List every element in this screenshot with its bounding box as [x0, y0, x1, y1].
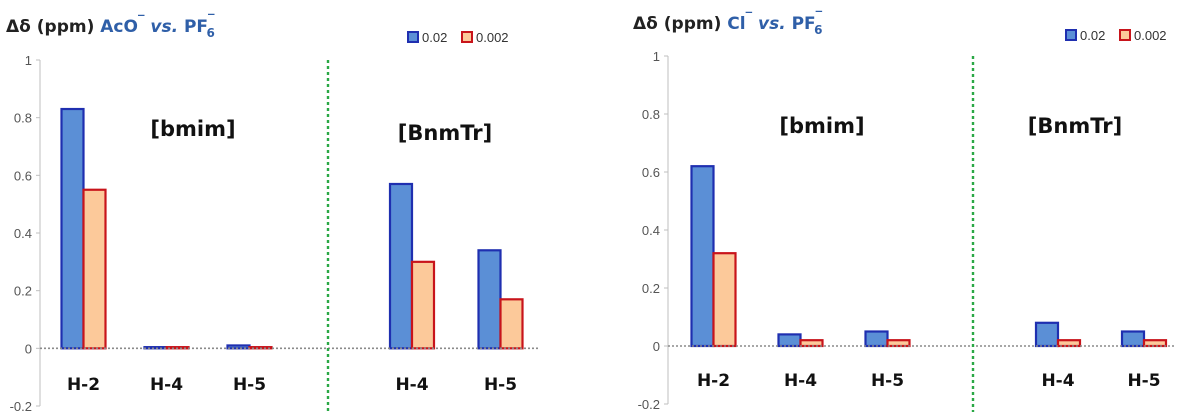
chart-title-part: Cl — [727, 14, 745, 34]
y-tick-label: 0.4 — [14, 226, 32, 241]
chart-chloride-vs-pf6: Δδ (ppm) Cl‾ vs. PF‾ 6-0.200.20.40.60.81H… — [633, 10, 1175, 412]
legend-swatch-0.02 — [1065, 29, 1077, 41]
bar-h-5-0.002 — [1142, 339, 1168, 348]
group-label-bnmtr: [BnmTr] — [398, 121, 492, 145]
legend-swatch-0.002 — [461, 31, 473, 43]
chart-title-part: PF — [792, 14, 816, 34]
y-tick-label: 0 — [25, 341, 32, 356]
chart-title-part: ‾ — [138, 14, 145, 29]
chart-title-part: ‾ — [746, 11, 753, 26]
bar-h-5-0.002 — [499, 298, 524, 350]
chart-title: Δδ (ppm) Cl‾ vs. PF‾ 6 — [633, 10, 823, 37]
x-category-label: H-4 — [150, 375, 183, 395]
bar-h-4-0.002 — [1056, 339, 1082, 348]
y-tick-label: 1 — [25, 53, 32, 68]
y-tick-label: 0.2 — [642, 281, 660, 296]
legend-label: 0.02 — [422, 30, 447, 45]
chart-title-part: AcO — [100, 17, 138, 37]
legend-swatch-0.002 — [1119, 29, 1131, 41]
bar-h-5-0.02 — [226, 344, 251, 350]
chart-title-part: PF — [184, 17, 208, 37]
y-tick-label: 0.8 — [14, 111, 32, 126]
y-tick-label: 0.2 — [14, 284, 32, 299]
group-label-bmim: [bmim] — [150, 117, 235, 141]
bar-h-4-0.02 — [1034, 321, 1060, 348]
bar-h-5-0.02 — [477, 249, 502, 350]
chart-title-part: vs. — [758, 14, 786, 34]
x-category-label: H-4 — [395, 375, 428, 395]
chart-title-part: Δδ (ppm) — [633, 14, 727, 34]
x-category-label: H-5 — [484, 375, 517, 395]
y-tick-label: 0.6 — [14, 168, 32, 183]
group-label-bnmtr: [BnmTr] — [1028, 114, 1122, 138]
bar-h-4-0.02 — [777, 333, 802, 348]
chart-title-part: Δδ (ppm) — [6, 17, 100, 37]
legend: 0.02 0.002 — [1065, 28, 1167, 43]
chart-title-part: 6 — [814, 23, 822, 37]
y-tick-label: 1 — [653, 49, 660, 64]
bar-h-2-0.02 — [690, 165, 715, 348]
chart-title-part: ‾ — [816, 10, 823, 25]
bar-h-2-0.002 — [712, 252, 737, 348]
y-tick-label: 0 — [653, 339, 660, 354]
legend: 0.02 0.002 — [407, 30, 509, 45]
bar-h-5-0.002 — [886, 339, 911, 348]
bar-h-5-0.02 — [1120, 330, 1146, 348]
x-category-label: H-4 — [784, 371, 817, 391]
chart-title-part: vs. — [150, 17, 178, 37]
x-category-label: H-4 — [1041, 371, 1074, 391]
legend-label: 0.002 — [476, 30, 509, 45]
bar-h-5-0.02 — [864, 330, 889, 348]
bar-h-4-0.02 — [143, 346, 168, 350]
chart-title-part: 6 — [207, 26, 215, 40]
x-category-label: H-2 — [67, 375, 100, 395]
legend-label: 0.002 — [1134, 28, 1167, 43]
chart-acetate-vs-pf6: Δδ (ppm) AcO‾ vs. PF‾ 6-0.200.20.40.60.81… — [6, 13, 540, 412]
y-tick-label: -0.2 — [638, 397, 660, 412]
legend-swatch-0.02 — [407, 31, 419, 43]
y-tick-label: 0.4 — [642, 223, 660, 238]
bar-h-4-0.002 — [410, 260, 436, 350]
x-category-label: H-5 — [1127, 371, 1160, 391]
group-label-bmim: [bmim] — [779, 114, 864, 138]
bar-h-4-0.02 — [388, 182, 414, 350]
bar-h-4-0.002 — [799, 339, 824, 348]
bar-h-2-0.002 — [82, 188, 107, 350]
chart-title-part: ‾ — [208, 13, 215, 28]
x-category-label: H-5 — [233, 375, 266, 395]
legend-label: 0.02 — [1080, 28, 1105, 43]
x-category-label: H-5 — [871, 371, 904, 391]
y-tick-label: 0.6 — [642, 165, 660, 180]
x-category-label: H-2 — [697, 371, 730, 391]
bar-h-2-0.02 — [60, 107, 85, 350]
chart-title: Δδ (ppm) AcO‾ vs. PF‾ 6 — [6, 13, 215, 40]
y-tick-label: -0.2 — [10, 399, 32, 412]
y-tick-label: 0.8 — [642, 107, 660, 122]
